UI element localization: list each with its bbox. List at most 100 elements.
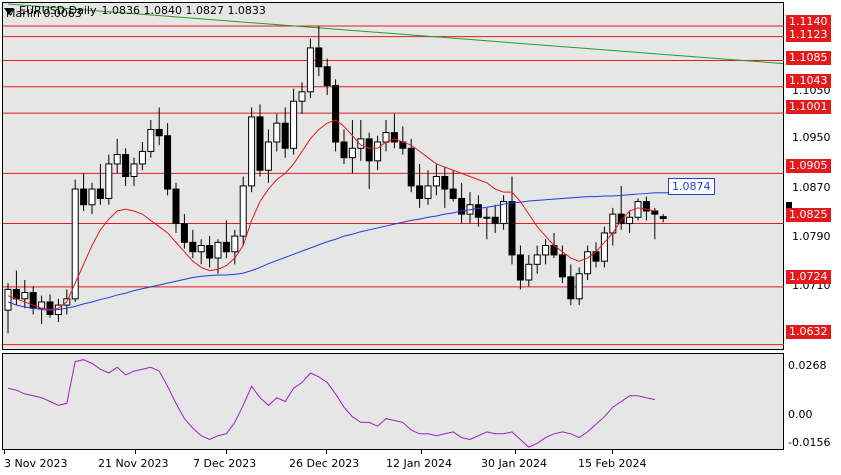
- level-tag: 1.0905: [786, 159, 831, 173]
- time-axis[interactable]: 3 Nov 2023 21 Nov 2023 7 Dec 2023 26 Dec…: [0, 450, 841, 475]
- level-tag: 1.1140: [786, 15, 831, 29]
- osc-tick-label: 0.00: [788, 408, 813, 421]
- candle-body: [357, 138, 365, 149]
- candle-body: [298, 91, 306, 102]
- candle-body: [474, 204, 482, 218]
- time-tick: [515, 450, 516, 454]
- level-tag: 1.0724: [786, 270, 831, 284]
- candle-body: [575, 273, 583, 300]
- marlin-line: [7, 359, 655, 448]
- level-tag: 1.0632: [786, 325, 831, 339]
- candle-body: [626, 216, 634, 225]
- candle-body: [147, 128, 155, 152]
- candle-body: [642, 201, 650, 212]
- chart-menu-icon[interactable]: [4, 7, 14, 15]
- candle-body: [441, 176, 449, 190]
- candle-body: [567, 276, 575, 300]
- time-tick: [135, 450, 136, 454]
- price-tick-label: 1.0950: [792, 131, 831, 144]
- candle-body: [122, 154, 130, 178]
- level-tag: 1.1043: [786, 74, 831, 88]
- candle-body: [374, 141, 382, 162]
- candle-body: [214, 241, 222, 259]
- time-tick: [4, 450, 5, 454]
- candle-body: [264, 141, 272, 171]
- candle-body: [180, 223, 188, 243]
- candle-body: [206, 245, 214, 259]
- candle-body: [600, 232, 608, 262]
- candle-body: [449, 188, 457, 199]
- level-tag: 1.0825: [786, 208, 831, 222]
- osc-tick-label: -0.0156: [788, 436, 831, 449]
- candle-body: [248, 116, 256, 187]
- candle-body: [483, 216, 491, 219]
- candle-body: [634, 201, 642, 218]
- candle-body: [105, 163, 113, 199]
- candle-body: [256, 116, 264, 171]
- candle-body: [130, 163, 138, 177]
- candle-body: [542, 245, 550, 256]
- time-label: 12 Jan 2024: [386, 457, 452, 470]
- candle-body: [390, 132, 398, 143]
- candle-body: [306, 47, 314, 93]
- time-tick: [421, 450, 422, 454]
- symbol-label: EURUSD,Daily: [19, 4, 97, 17]
- candle-body: [273, 122, 281, 143]
- candle-body: [88, 188, 96, 206]
- candle-body: [71, 188, 79, 300]
- price-tick-label: 1.0790: [792, 230, 831, 243]
- candle-body: [533, 254, 541, 265]
- candle-body: [189, 241, 197, 253]
- candle-body: [290, 100, 298, 149]
- oscillator-pane[interactable]: [2, 353, 784, 450]
- candle-body: [239, 185, 247, 237]
- candle-body: [584, 251, 592, 275]
- time-label: 7 Dec 2023: [193, 457, 257, 470]
- time-label: 21 Nov 2023: [98, 457, 169, 470]
- oscillator-value: 0.0063: [43, 7, 82, 20]
- candle-body: [155, 128, 163, 137]
- level-tag: 1.1123: [786, 28, 831, 42]
- candle-body: [323, 66, 331, 87]
- candle-body: [138, 150, 146, 165]
- ma-blue-line: [7, 192, 655, 311]
- time-label: 15 Feb 2024: [578, 457, 647, 470]
- candle-body: [558, 254, 566, 278]
- osc-tick-label: 0.0268: [788, 359, 827, 372]
- time-label: 3 Nov 2023: [4, 457, 68, 470]
- oscillator-axis[interactable]: 0.0268 0.00 -0.0156: [784, 353, 841, 450]
- candle-body: [315, 47, 323, 68]
- candle-body: [332, 85, 340, 143]
- candle-body: [113, 154, 121, 165]
- candle-body: [525, 263, 533, 281]
- candle-body: [516, 254, 524, 281]
- ma-red-line: [7, 119, 655, 310]
- candle-body: [432, 176, 440, 187]
- time-tick: [226, 450, 227, 454]
- candle-body: [197, 245, 205, 253]
- time-label: 30 Jan 2024: [481, 457, 547, 470]
- candle-body: [424, 185, 432, 199]
- candle-body: [458, 197, 466, 215]
- candle-body: [231, 235, 239, 253]
- candle-body: [46, 301, 54, 316]
- candle-body: [508, 201, 516, 256]
- candle-body: [348, 147, 356, 159]
- oscillator-name: Marlin: [6, 7, 40, 20]
- ma-value-label: 1.0874: [668, 178, 715, 195]
- time-label: 26 Dec 2023: [289, 457, 360, 470]
- trend-line: [7, 3, 784, 65]
- candle-body: [382, 132, 390, 143]
- candle-body: [21, 292, 29, 300]
- price-tick-label: 1.0870: [792, 181, 831, 194]
- chart-title-bar[interactable]: EURUSD,Daily 1.0836 1.0840 1.0827 1.0833: [4, 4, 266, 17]
- candle-body: [281, 122, 289, 149]
- time-tick: [326, 450, 327, 454]
- candle-body: [365, 138, 373, 162]
- candle-body: [407, 147, 415, 187]
- candle-body: [172, 188, 180, 225]
- time-tick: [612, 450, 613, 454]
- candle-body: [500, 201, 508, 225]
- candle-body: [491, 216, 499, 225]
